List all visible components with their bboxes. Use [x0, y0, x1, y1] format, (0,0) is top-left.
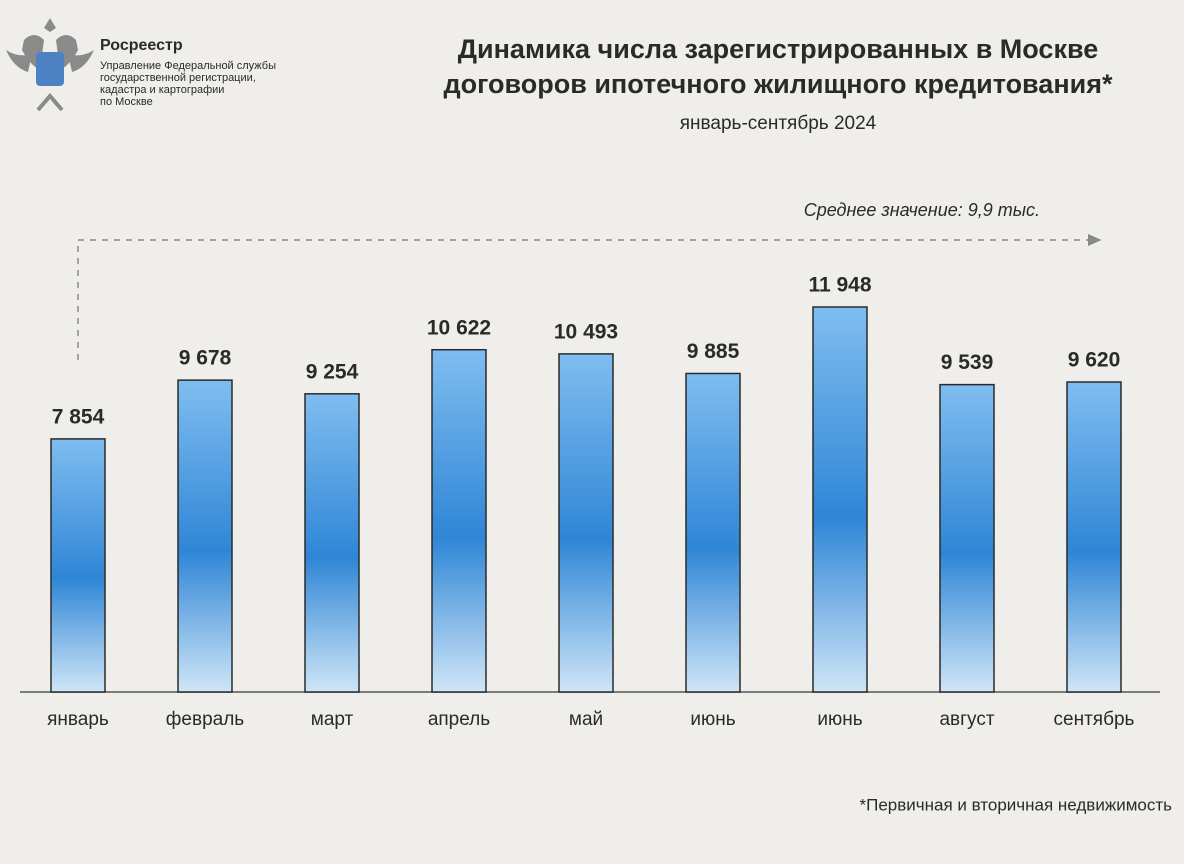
value-label: 9 539	[941, 351, 994, 374]
x-tick-label: май	[569, 709, 603, 730]
average-arrow	[77, 234, 1102, 360]
value-label: 9 678	[179, 347, 232, 370]
value-label: 10 493	[554, 320, 618, 343]
x-tick-label: февраль	[166, 709, 245, 730]
chart-title: Динамика числа зарегистрированных в Моск…	[458, 34, 1098, 64]
org-line: государственной регистрации,	[100, 72, 256, 84]
value-label: 9 254	[306, 360, 359, 383]
org-line: кадастра и картографии	[100, 84, 224, 96]
bar	[304, 393, 360, 693]
x-tick-label: август	[939, 709, 994, 730]
x-tick-label: сентябрь	[1054, 709, 1135, 730]
bar	[685, 372, 741, 693]
bar	[431, 348, 487, 693]
x-tick-label: июнь	[690, 709, 735, 730]
value-label: 9 620	[1068, 349, 1121, 372]
bar	[939, 383, 995, 693]
x-tick-label: апрель	[428, 709, 490, 730]
bar	[50, 438, 106, 693]
bar	[812, 306, 868, 693]
x-tick-label: январь	[47, 709, 109, 730]
chart-title: договоров ипотечного жилищного кредитова…	[444, 69, 1113, 99]
annotation: Среднее значение: 9,9 тыс.	[804, 200, 1040, 220]
logo	[6, 18, 94, 112]
x-tick-label: июнь	[817, 709, 862, 730]
bar	[177, 379, 233, 693]
org-name: Росреестр	[100, 37, 183, 54]
value-label: 9 885	[687, 340, 740, 363]
org-line: Управление Федеральной службы	[100, 60, 276, 72]
bar	[1066, 381, 1122, 693]
footnote: *Первичная и вторичная недвижимость	[860, 795, 1173, 814]
chart-subtitle: январь-сентябрь 2024	[680, 113, 877, 134]
bar	[558, 353, 614, 693]
x-tick-label: март	[311, 709, 354, 730]
org-line: по Москве	[100, 96, 153, 108]
value-label: 10 622	[427, 316, 491, 339]
value-label: 11 948	[808, 274, 871, 297]
value-label: 7 854	[52, 405, 105, 428]
